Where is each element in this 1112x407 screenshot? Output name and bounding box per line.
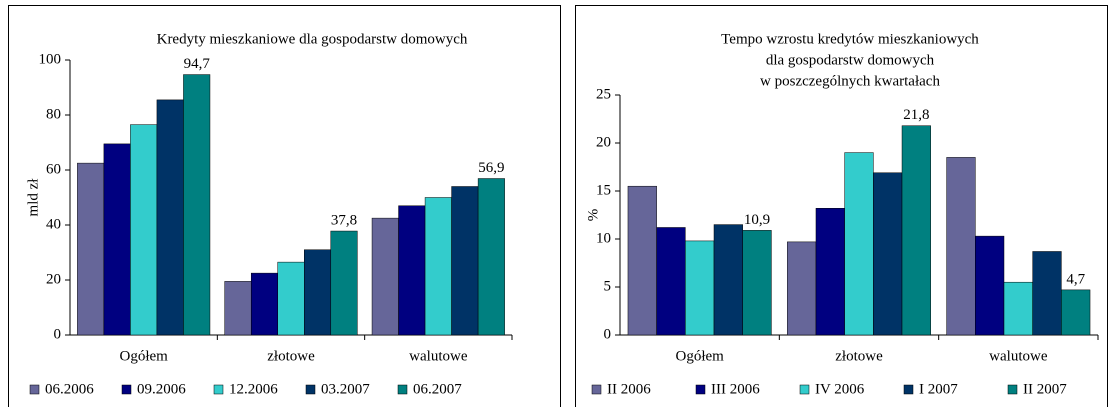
bar xyxy=(656,227,686,336)
bar xyxy=(946,157,976,336)
legend-label: II 2007 xyxy=(1023,381,1067,397)
bar xyxy=(304,249,332,336)
y-axis-label: mld zł xyxy=(25,178,41,217)
value-label: 4,7 xyxy=(1066,271,1085,287)
x-tick-label: walutowe xyxy=(989,348,1048,364)
legend-label: IV 2006 xyxy=(815,381,865,397)
bar xyxy=(371,217,399,336)
legend-label: 12.2006 xyxy=(229,381,278,397)
legend-label: 06.2007 xyxy=(413,381,462,397)
y-tick-label: 10 xyxy=(596,230,611,246)
bar xyxy=(103,143,131,336)
bar xyxy=(873,172,903,336)
legend-swatch xyxy=(1007,384,1018,395)
y-tick-label: 20 xyxy=(46,271,61,287)
legend-label: I 2007 xyxy=(919,381,958,397)
legend-swatch xyxy=(305,384,316,395)
legend-swatch xyxy=(799,384,810,395)
bar xyxy=(477,178,505,336)
bar xyxy=(685,240,715,336)
bar xyxy=(424,197,452,336)
bar xyxy=(1032,251,1062,336)
bar xyxy=(627,185,657,336)
bar xyxy=(1061,289,1091,336)
bar xyxy=(844,152,874,336)
bar xyxy=(451,186,479,336)
chart-title: w poszczególnych kwartałach xyxy=(760,73,940,89)
bar xyxy=(787,241,817,336)
legend-swatch xyxy=(397,384,408,395)
legend-swatch xyxy=(121,384,132,395)
value-label: 94,7 xyxy=(184,56,211,72)
y-tick-label: 60 xyxy=(46,161,61,177)
legend-swatch xyxy=(29,384,40,395)
bar xyxy=(742,230,772,336)
legend-label: II 2006 xyxy=(607,381,651,397)
value-label: 37,8 xyxy=(331,212,357,228)
x-tick-label: Ogółem xyxy=(676,348,725,364)
legend-swatch xyxy=(695,384,706,395)
y-tick-label: 80 xyxy=(46,106,61,122)
legend-label: 09.2006 xyxy=(137,381,186,397)
bar xyxy=(250,272,278,336)
bar xyxy=(330,230,358,336)
bar xyxy=(77,162,105,336)
bar xyxy=(224,281,252,336)
chart-title: dla gospodarstw domowych xyxy=(766,52,935,68)
legend-label: III 2006 xyxy=(711,381,760,397)
legend-label: 06.2006 xyxy=(45,381,94,397)
value-label: 56,9 xyxy=(478,160,504,176)
legend-swatch xyxy=(213,384,224,395)
y-tick-label: 20 xyxy=(596,134,611,150)
bar xyxy=(130,124,158,336)
bar xyxy=(1003,281,1033,336)
x-tick-label: złotowe xyxy=(267,348,315,364)
bar xyxy=(901,125,931,336)
y-tick-label: 15 xyxy=(596,182,611,198)
bar xyxy=(975,235,1005,336)
value-label: 10,9 xyxy=(744,212,770,228)
chart-frame xyxy=(575,5,1108,407)
y-tick-label: 100 xyxy=(39,51,62,67)
bar xyxy=(277,261,305,336)
value-label: 21,8 xyxy=(903,107,929,123)
y-tick-label: 40 xyxy=(46,216,61,232)
x-tick-label: Ogółem xyxy=(120,348,169,364)
bar xyxy=(183,74,211,336)
legend-label: 03.2007 xyxy=(321,381,370,397)
chart-title: Tempo wzrostu kredytów mieszkaniowych xyxy=(721,31,979,47)
y-tick-label: 5 xyxy=(604,278,612,294)
legend-swatch xyxy=(903,384,914,395)
y-tick-label: 0 xyxy=(604,326,612,342)
bar xyxy=(398,205,426,336)
x-tick-label: złotowe xyxy=(835,348,883,364)
chart-title: Kredyty mieszkaniowe dla gospodarstw dom… xyxy=(157,31,468,47)
y-tick-label: 25 xyxy=(596,86,611,102)
bar xyxy=(156,99,184,336)
y-tick-label: 0 xyxy=(54,326,62,342)
y-axis-label: % xyxy=(585,209,601,222)
bar xyxy=(713,224,743,336)
x-tick-label: walutowe xyxy=(409,348,468,364)
legend-swatch xyxy=(591,384,602,395)
bar xyxy=(815,208,845,336)
